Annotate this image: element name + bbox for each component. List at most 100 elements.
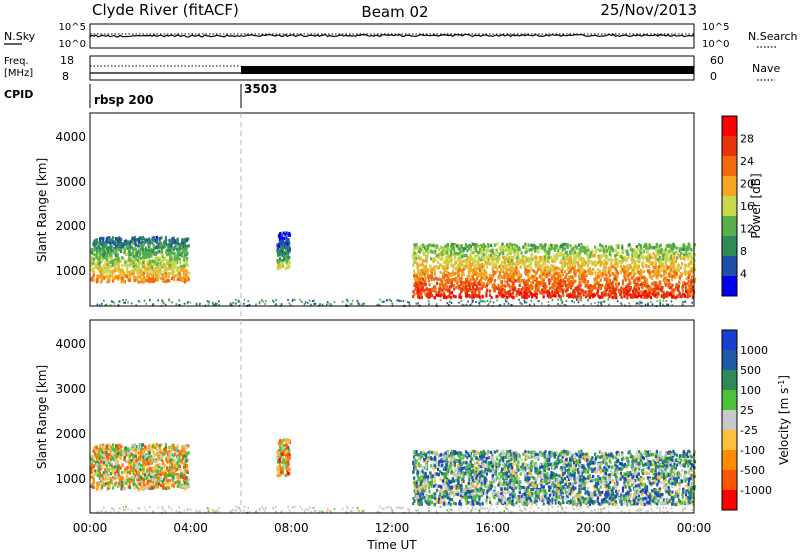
velocity-cell [572, 496, 575, 500]
power-cell [105, 270, 109, 274]
power-cell [547, 290, 550, 294]
velocity-cell [181, 460, 184, 464]
velocity-cell [140, 486, 143, 491]
power-cell [461, 288, 464, 292]
velocity-cell [618, 462, 622, 466]
velocity-cell [142, 455, 145, 459]
velocity-cell [286, 457, 289, 462]
velocity-cell [113, 476, 117, 480]
velocity-cell [675, 463, 679, 467]
power-cell [142, 276, 146, 280]
velocity-cell [282, 458, 285, 462]
velocity-cell [180, 451, 183, 455]
velocity-cell [541, 490, 544, 495]
power-cell [627, 292, 630, 297]
power-cell [178, 271, 181, 275]
power-cell [168, 272, 172, 276]
power-cell [178, 257, 181, 262]
velocity-cell [118, 452, 121, 456]
velocity-cell [92, 480, 95, 484]
power-cell [128, 270, 132, 275]
power-cell [462, 272, 465, 276]
power-cell [512, 267, 515, 271]
velocity-cell [159, 472, 162, 477]
velocity-cell [164, 479, 167, 483]
power-cell [144, 248, 147, 252]
velocity-cell [645, 492, 648, 496]
power-cell [147, 263, 150, 268]
velocity-cell [653, 452, 656, 457]
power-cell [162, 245, 165, 249]
velocity-cell [149, 446, 152, 450]
power-cell [598, 295, 602, 300]
velocity-cell [437, 455, 441, 459]
power-cell [162, 253, 165, 257]
velocity-cell [142, 467, 145, 472]
velocity-cell [636, 466, 639, 470]
power-cell [671, 262, 674, 267]
velocity-cell [152, 443, 155, 447]
velocity-cell [137, 462, 141, 466]
velocity-cell [631, 456, 634, 460]
power-cell [144, 238, 147, 242]
power-cell [615, 245, 618, 249]
velocity-cell [473, 477, 476, 482]
power-cell [139, 244, 142, 248]
velocity-cell [163, 463, 167, 467]
power-cell [691, 257, 694, 261]
velocity-cell [147, 480, 150, 484]
power-cell [94, 242, 98, 246]
velocity-cell [564, 462, 567, 466]
power-cell [581, 245, 584, 249]
velocity-cell [280, 442, 283, 446]
power-cell [139, 275, 142, 280]
velocity-cell [101, 476, 105, 480]
power-cell [513, 269, 517, 273]
velocity-cell [176, 456, 180, 460]
velocity-cell [147, 475, 150, 479]
velocity-cell [184, 450, 187, 454]
power-cell [413, 272, 416, 276]
power-cell [535, 281, 538, 286]
power-cell [164, 239, 167, 244]
power-cell [648, 243, 652, 248]
velocity-cell [169, 455, 172, 459]
velocity-cell [96, 470, 99, 474]
power-cell [158, 275, 161, 279]
power-cell [479, 278, 482, 282]
power-cell [666, 291, 670, 295]
power-cell [115, 237, 118, 241]
power-cell [142, 260, 145, 265]
velocity-cell [110, 463, 113, 468]
velocity-cell [177, 473, 180, 477]
power-cell [143, 258, 146, 262]
velocity-cell [674, 478, 677, 482]
power-cell [93, 257, 96, 261]
power-cell [109, 260, 112, 264]
velocity-cell [466, 500, 469, 505]
power-cell [130, 251, 133, 256]
velocity-cell [476, 459, 479, 463]
velocity-cell [277, 471, 280, 475]
power-cell [585, 247, 588, 251]
velocity-cell [117, 473, 120, 477]
velocity-cell [676, 474, 679, 478]
velocity-cell [143, 477, 146, 481]
power-cell [142, 279, 145, 284]
power-cell [653, 245, 656, 250]
velocity-cell [521, 468, 524, 472]
power-cell [665, 267, 668, 272]
velocity-cell [95, 485, 98, 489]
velocity-cell [110, 457, 113, 461]
power-cell [471, 293, 474, 298]
power-cell [550, 286, 554, 290]
velocity-cell [125, 452, 128, 456]
velocity-cell [137, 451, 140, 455]
power-cell [127, 246, 130, 250]
velocity-cell [515, 457, 518, 461]
velocity-cell [578, 484, 581, 488]
velocity-cell [556, 461, 559, 465]
power-cell [164, 272, 167, 276]
velocity-cell [180, 458, 183, 462]
power-cell [686, 291, 689, 295]
